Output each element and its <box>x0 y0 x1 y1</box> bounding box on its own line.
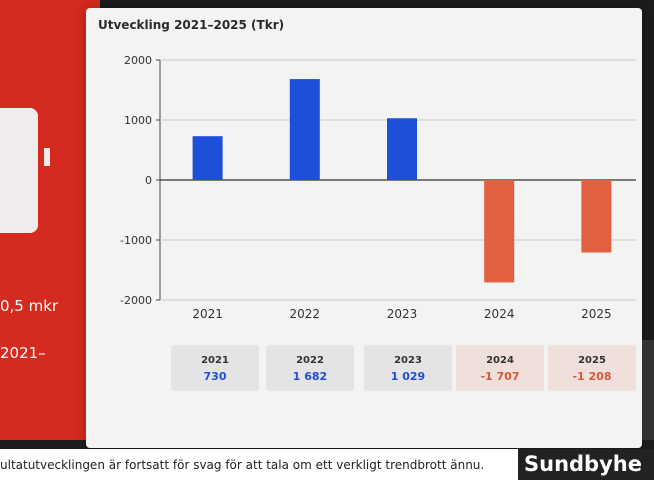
bar-2021 <box>192 136 223 180</box>
x-tick-label: 2024 <box>484 307 515 321</box>
background-edge <box>642 340 654 440</box>
x-tick-label: 2025 <box>581 307 612 321</box>
summary-year: 2021 <box>201 355 229 366</box>
left-amount-text: 0,5 mkr <box>0 297 59 315</box>
y-tick-label: 2000 <box>124 54 152 67</box>
sundbyhe-logo: Sundbyhe <box>518 449 654 480</box>
x-tick-label: 2022 <box>290 307 321 321</box>
bar-2024 <box>484 180 515 283</box>
chart-card: Utveckling 2021–2025 (Tkr) 2000 1000 0 -100… <box>86 8 642 448</box>
x-tick-label: 2021 <box>192 307 223 321</box>
left-panel: 0,5 mkr 2021– <box>0 0 100 440</box>
chart-title: Utveckling 2021–2025 (Tkr) <box>98 18 285 32</box>
y-tick-label: -1000 <box>120 234 152 247</box>
bar-2025 <box>581 180 612 253</box>
x-tick-label: 2023 <box>387 307 418 321</box>
summary-box-2022: 2022 1 682 <box>266 345 354 391</box>
bar-2023 <box>387 118 417 180</box>
summary-value: -1 707 <box>480 370 520 383</box>
summary-box-2024: 2024 -1 707 <box>456 345 544 391</box>
y-tick-label: 1000 <box>124 114 152 127</box>
summary-box-2025: 2025 -1 208 <box>548 345 636 391</box>
bar-2022 <box>289 79 320 180</box>
summary-box-2023: 2023 1 029 <box>364 345 452 391</box>
summary-box-2021: 2021 730 <box>171 345 259 391</box>
y-tick-label: 0 <box>145 174 152 187</box>
summary-year: 2022 <box>296 355 324 366</box>
summary-value: -1 208 <box>572 370 612 383</box>
bar-chart: 2000 1000 0 -1000 -2000 2021 2022 2023 2024 2025 <box>120 54 636 321</box>
y-tick-label: -2000 <box>120 294 152 307</box>
summary-value: 730 <box>203 370 227 383</box>
footer-text: ultatutvecklingen är fortsatt för svag f… <box>0 458 485 472</box>
summary-year: 2023 <box>394 355 422 366</box>
summary-year: 2024 <box>486 355 514 366</box>
left-image-card <box>0 108 38 233</box>
summary-value: 1 029 <box>390 370 426 383</box>
left-panel-marker <box>44 148 50 166</box>
left-years-text: 2021– <box>0 344 46 362</box>
summary-value: 1 682 <box>292 370 328 383</box>
summary-year: 2025 <box>578 355 606 366</box>
